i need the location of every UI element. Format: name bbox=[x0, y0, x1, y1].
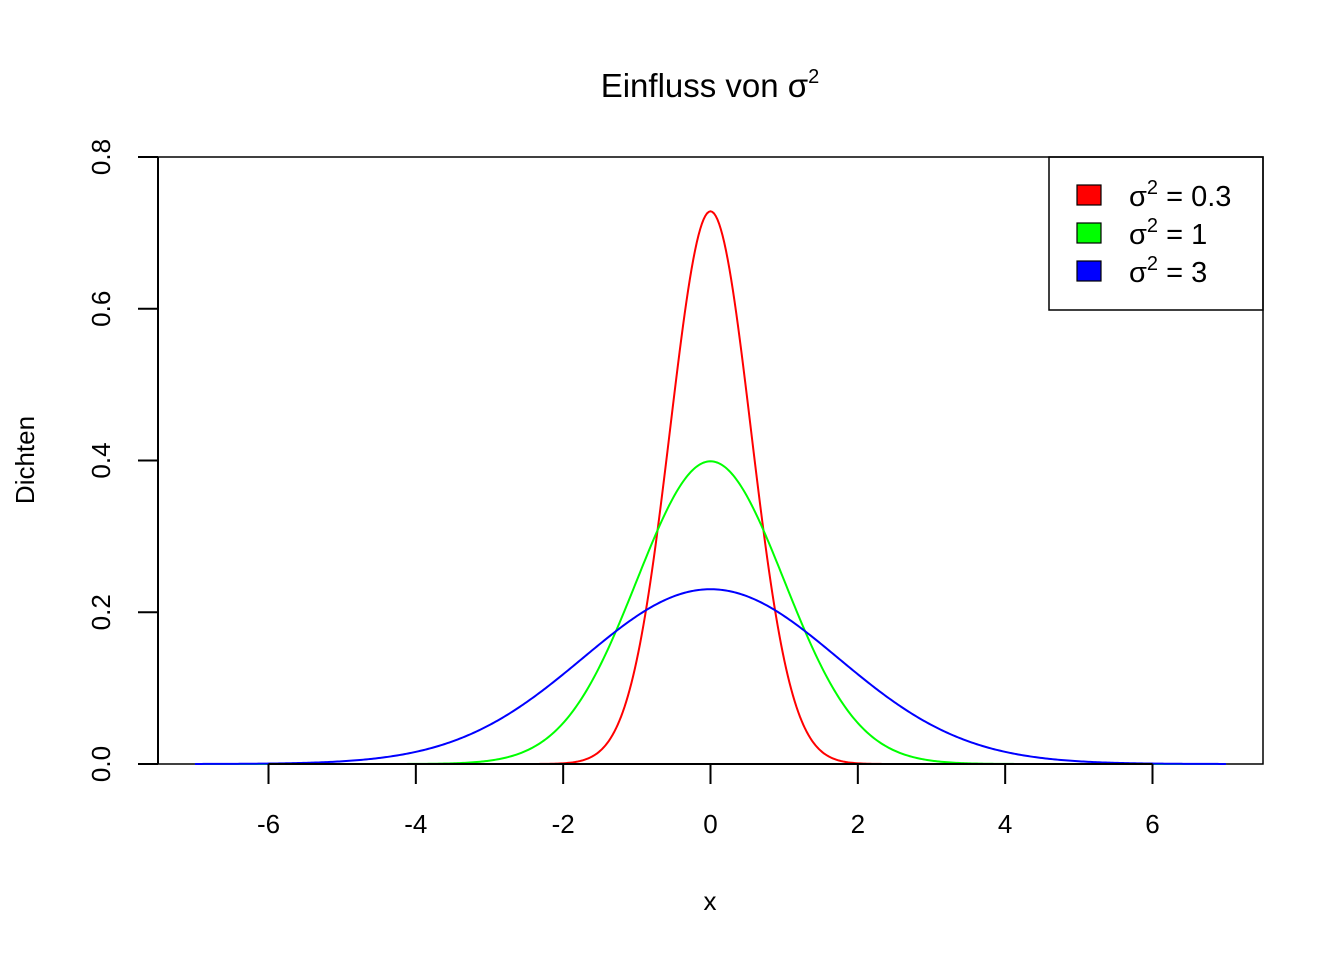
x-tick-label: 6 bbox=[1145, 809, 1159, 839]
y-tick-label: 0.2 bbox=[86, 594, 116, 630]
legend-swatch-3 bbox=[1076, 260, 1102, 282]
legend-label-1: σ2 = 0.3 bbox=[1129, 177, 1231, 213]
y-tick-label: 0.0 bbox=[86, 746, 116, 782]
legend-label-2: σ2 = 1 bbox=[1129, 215, 1207, 251]
legend-swatch-2 bbox=[1076, 222, 1102, 244]
legend-label-3: σ2 = 3 bbox=[1129, 253, 1207, 289]
density-curve-1 bbox=[194, 210, 1227, 765]
curves-layer bbox=[194, 210, 1227, 765]
y-tick-label: 0.8 bbox=[86, 139, 116, 175]
x-tick-label: -4 bbox=[404, 809, 427, 839]
legend: σ2 = 0.3σ2 = 1σ2 = 3 bbox=[1048, 156, 1264, 311]
y-tick-label: 0.4 bbox=[86, 442, 116, 478]
x-axis: -6 -4 -2 0 2 4 6 bbox=[257, 763, 1160, 839]
x-tick-label: -6 bbox=[257, 809, 280, 839]
density-curve-2 bbox=[194, 460, 1227, 765]
chart-title: Einfluss von σ2 bbox=[601, 66, 820, 104]
x-tick-label: 2 bbox=[851, 809, 865, 839]
x-tick-label: 0 bbox=[703, 809, 717, 839]
x-tick-label: -2 bbox=[552, 809, 575, 839]
legend-box bbox=[1048, 156, 1264, 311]
x-tick-label: 4 bbox=[998, 809, 1012, 839]
y-axis: 0.0 0.2 0.4 0.6 0.8 bbox=[86, 139, 159, 782]
density-curve-3 bbox=[194, 588, 1227, 765]
y-tick-label: 0.6 bbox=[86, 291, 116, 327]
legend-swatch-1 bbox=[1076, 184, 1102, 206]
y-axis-title: Dichten bbox=[10, 416, 40, 504]
x-axis-title: x bbox=[704, 886, 717, 916]
